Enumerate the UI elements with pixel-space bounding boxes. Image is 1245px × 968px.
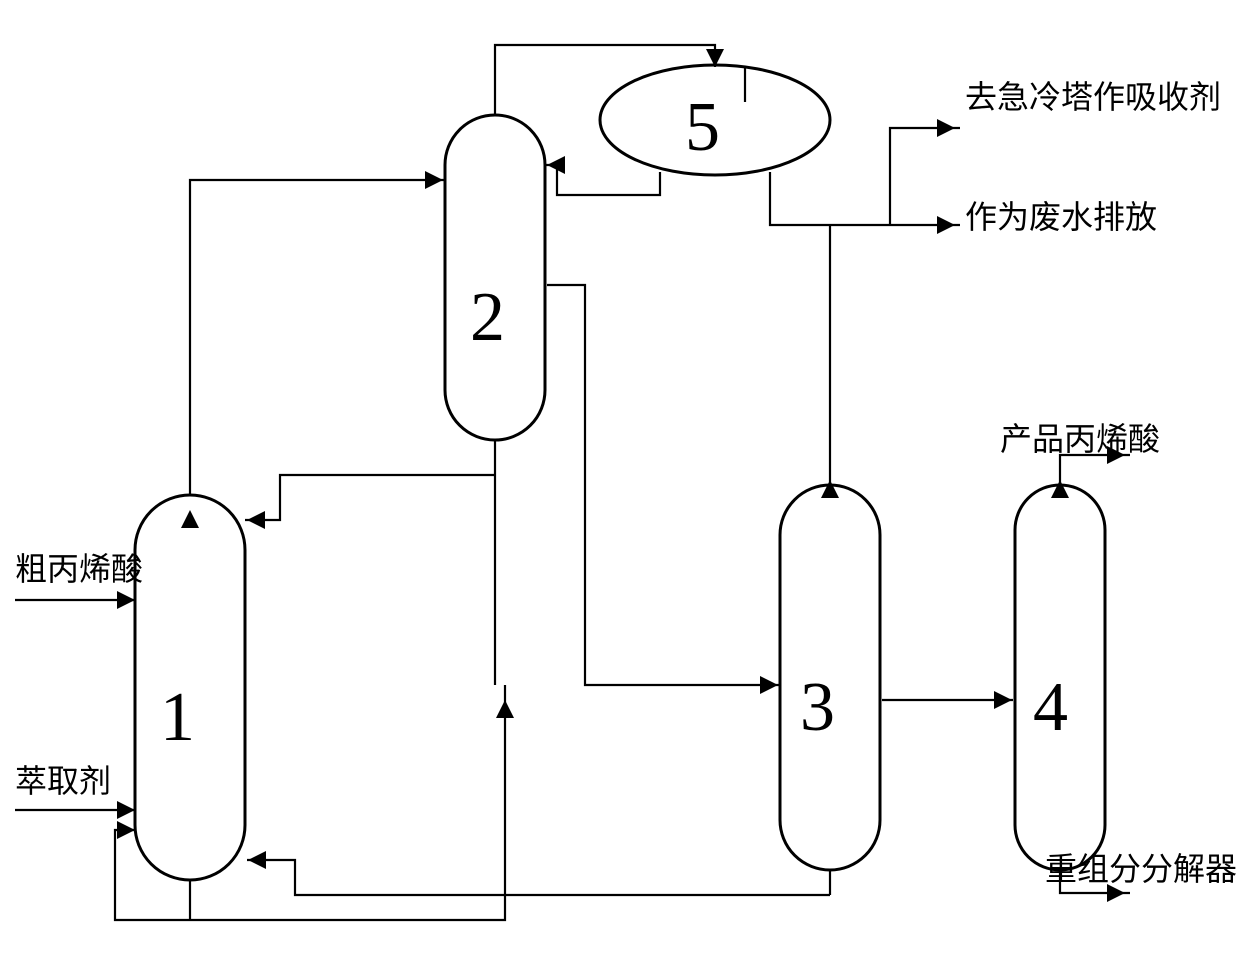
label-absorber: 去急冷塔作吸收剂 — [965, 79, 1221, 115]
vessel-number-3: 3 — [800, 669, 835, 746]
arrowhead — [994, 691, 1012, 709]
arrowhead — [937, 119, 955, 137]
arrowhead — [760, 676, 778, 694]
label-extractant: 萃取剂 — [15, 763, 111, 799]
vessel-number-1: 1 — [160, 679, 195, 756]
pipe-v3-rec-v1 — [247, 860, 830, 895]
arrowhead — [117, 801, 135, 819]
pipe-out-up — [890, 128, 960, 225]
pipe-v1b-to-v3 — [190, 685, 505, 920]
pipe-v2-bot-rec — [245, 475, 495, 520]
vessel-number-2: 2 — [470, 279, 505, 356]
pipe-v1-top-v2 — [190, 180, 445, 495]
arrowhead — [821, 480, 839, 498]
label-product: 产品丙烯酸 — [1000, 421, 1160, 457]
vessel-number-5: 5 — [685, 89, 720, 166]
label-crude_aa: 粗丙烯酸 — [15, 551, 143, 587]
arrowhead — [248, 851, 266, 869]
arrowhead — [496, 700, 514, 718]
pipe-v1b-rec — [115, 830, 190, 920]
vessel-2 — [445, 115, 545, 440]
arrowhead — [247, 511, 265, 529]
arrowhead — [117, 591, 135, 609]
arrowhead — [1051, 480, 1069, 498]
arrowhead — [425, 171, 443, 189]
pipe-v5-r-out — [770, 172, 890, 225]
pipe-v4-top-out — [1060, 455, 1130, 485]
vessel-number-4: 4 — [1033, 669, 1068, 746]
arrowhead — [181, 510, 199, 528]
label-wastewater: 作为废水排放 — [965, 199, 1157, 235]
arrowhead — [117, 821, 135, 839]
arrowhead — [937, 216, 955, 234]
process-flow-diagram: 1 2 3 4 5 粗丙烯酸萃取剂 去急冷塔作吸收剂作为废水排放产品丙烯酸重组分分解器 — [0, 0, 1245, 968]
label-heavies: 重组分分解器 — [1045, 851, 1237, 887]
pipe-v2-side-v3 — [547, 285, 780, 685]
